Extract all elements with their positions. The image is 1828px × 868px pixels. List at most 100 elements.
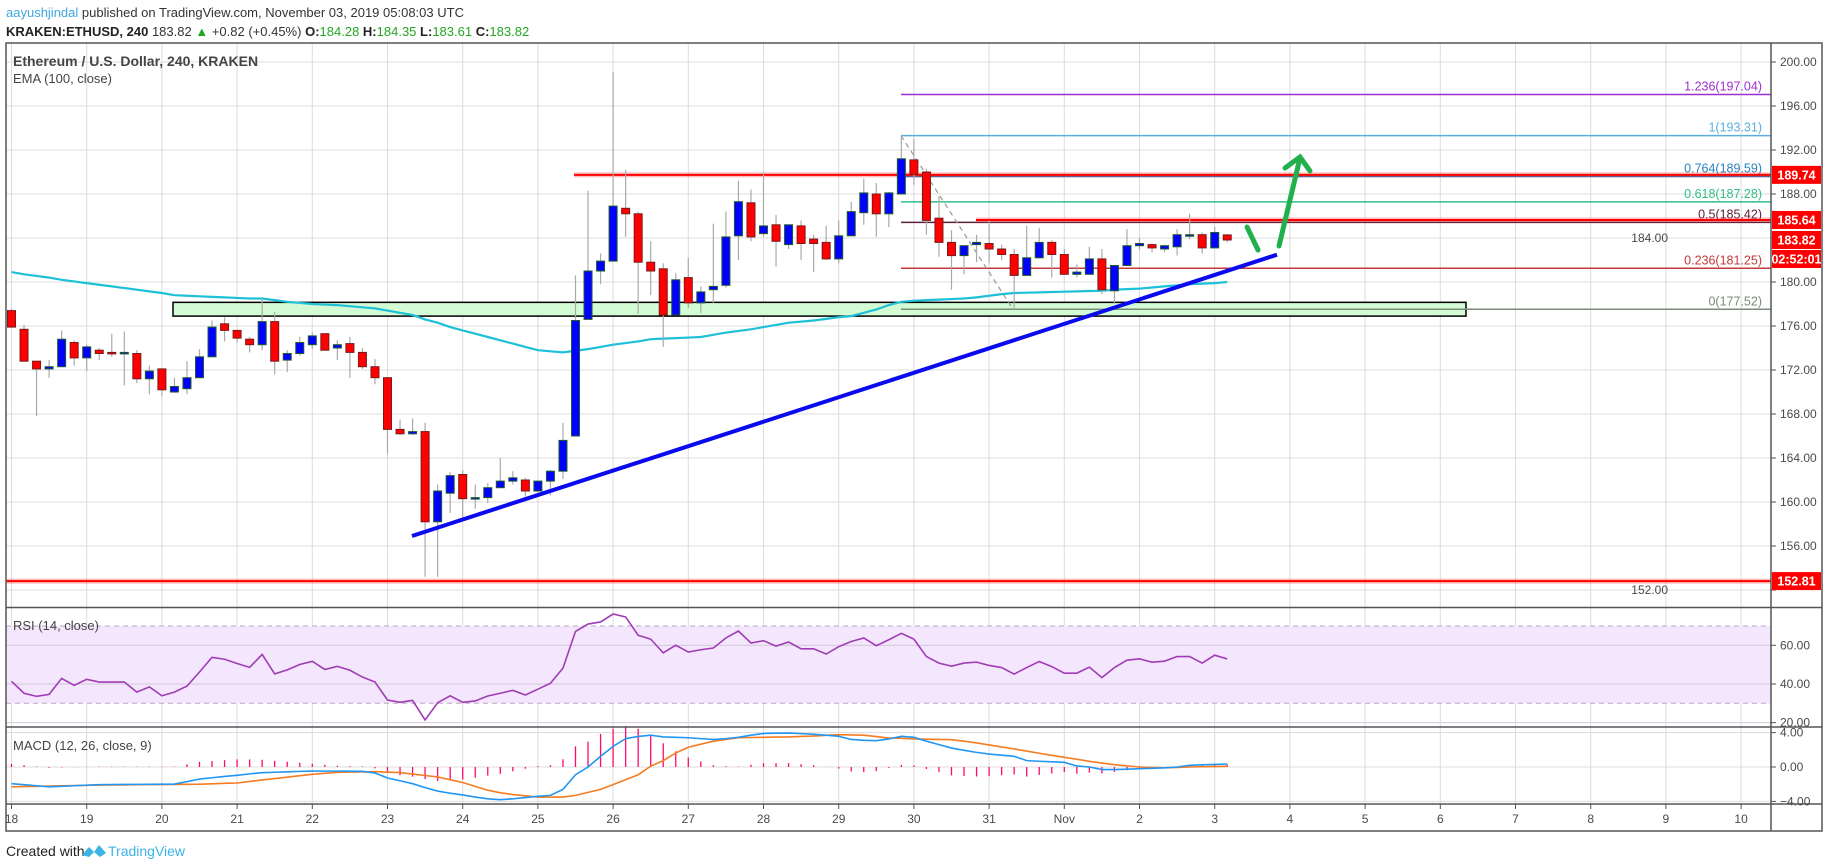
candle-down [621, 169, 631, 237]
candle-body [19, 328, 29, 362]
axes[interactable]: 18 19 20 21 22 23 24 25 26 27 28 29 30 31 Nov 2 3 4 5 6 7 8 9 1… [5, 55, 1822, 826]
candle-body [821, 241, 831, 260]
time-axis-label: 31 [982, 812, 996, 826]
candle-body [32, 360, 42, 370]
time-axis-label: 24 [456, 812, 470, 826]
candle-body [1210, 232, 1220, 249]
candle-body [270, 321, 280, 362]
candle-up [483, 483, 493, 504]
time-axis-label: 20 [155, 812, 169, 826]
candle-body [94, 349, 104, 355]
candle-down [997, 244, 1007, 260]
candle-down [232, 329, 242, 343]
candle-body [708, 285, 718, 291]
symbol: KRAKEN:ETHUSD, 240 [6, 24, 148, 39]
ema-legend: EMA (100, close) [13, 71, 112, 86]
candle-body [784, 224, 794, 246]
candle-down [370, 359, 380, 385]
candle-body [245, 338, 255, 346]
price-axis-label: 156.00 [1780, 539, 1817, 553]
candle-up [896, 135, 906, 195]
candle-body [1034, 241, 1044, 259]
price-axis-label: 176.00 [1780, 319, 1817, 333]
time-axis-label: 9 [1663, 812, 1670, 826]
candle-up [182, 361, 192, 395]
author-link[interactable]: aayushjindal [6, 5, 78, 20]
price-tag-bg [1772, 210, 1821, 229]
symbol-line: KRAKEN:ETHUSD, 240 183.82 ▲ +0.82 (+0.45… [6, 24, 529, 39]
candle-up [257, 298, 267, 351]
macd-signal-line [11, 733, 1228, 798]
candle-body [896, 158, 906, 195]
candle-body [345, 343, 355, 353]
candle-body [508, 477, 518, 482]
candle-up [558, 422, 568, 479]
high-label: H: [363, 24, 377, 39]
candles [7, 71, 1232, 577]
candle-down [1222, 234, 1232, 243]
candle-up [433, 484, 443, 577]
candle-body [934, 217, 944, 243]
candle-down [984, 220, 994, 264]
candle-body [395, 428, 405, 435]
candle-up [859, 178, 869, 225]
price-tag-bg [1772, 165, 1821, 184]
horizontal-levels[interactable] [6, 172, 1771, 584]
time-axis-label: 2 [1136, 812, 1143, 826]
candle-up [733, 180, 743, 260]
candle-body [1009, 254, 1019, 276]
ascending-trendline[interactable] [411, 252, 1278, 538]
candle-down [658, 263, 668, 347]
tradingview-brand[interactable]: TradingView [108, 843, 186, 859]
ema-line [11, 271, 1228, 354]
time-axis-label: 21 [230, 812, 244, 826]
candle-down [19, 324, 29, 362]
candle-down [809, 234, 819, 273]
candle-up [972, 234, 982, 263]
time-axis-label: 4 [1287, 812, 1294, 826]
candle-body [809, 238, 819, 245]
rsi-legend: RSI (14, close) [13, 618, 99, 633]
close-label: C: [476, 24, 490, 39]
candle-body [1135, 243, 1144, 247]
price-tag-label: 189.74 [1777, 168, 1815, 182]
candle-body [445, 475, 455, 494]
candle-body [257, 321, 267, 346]
candle-body [282, 353, 292, 361]
change: +0.82 (+0.45%) [212, 24, 302, 39]
candle-body [144, 370, 154, 380]
candle-up [533, 480, 543, 493]
candle-body [696, 291, 706, 304]
candle-up [608, 71, 618, 262]
price-axis-label: 196.00 [1780, 99, 1817, 113]
fibonacci-retracement[interactable]: 1.236(197.04) 1(193.31) 0.764(189.59) 0.618… [901, 80, 1771, 311]
rsi-line [10, 613, 1228, 722]
candle-body [545, 470, 555, 482]
time-axis-label: 10 [1734, 812, 1748, 826]
fib-level-label: 0(177.52) [1708, 294, 1762, 308]
price-axis-label: 152.00 [1631, 583, 1668, 597]
candle-down [934, 196, 944, 257]
time-axis-label: 18 [5, 812, 19, 826]
candle-body [1072, 271, 1082, 275]
candle-body [1197, 234, 1207, 249]
candle-up [1185, 213, 1195, 240]
tradingview-logo-icon[interactable] [82, 845, 106, 857]
countdown-tag: 02:52:01 [1771, 252, 1821, 266]
candle-body [1185, 234, 1195, 237]
fib-level-label: 0.618(187.28) [1684, 187, 1762, 201]
price-axis-label: 160.00 [1780, 495, 1817, 509]
candle-body [307, 335, 317, 346]
candle-down [1147, 243, 1157, 253]
candle-body [470, 497, 480, 500]
candle-body [1022, 257, 1032, 276]
candle-body [69, 342, 79, 359]
candle-up [169, 377, 179, 394]
fib-level-label: 0.236(181.25) [1684, 253, 1762, 267]
candle-body [909, 159, 919, 175]
candle-body [195, 356, 204, 379]
time-axis-label: 8 [1587, 812, 1594, 826]
macd-axis-label: 0.00 [1780, 760, 1804, 774]
price-tag-label: 152.81 [1777, 575, 1815, 589]
